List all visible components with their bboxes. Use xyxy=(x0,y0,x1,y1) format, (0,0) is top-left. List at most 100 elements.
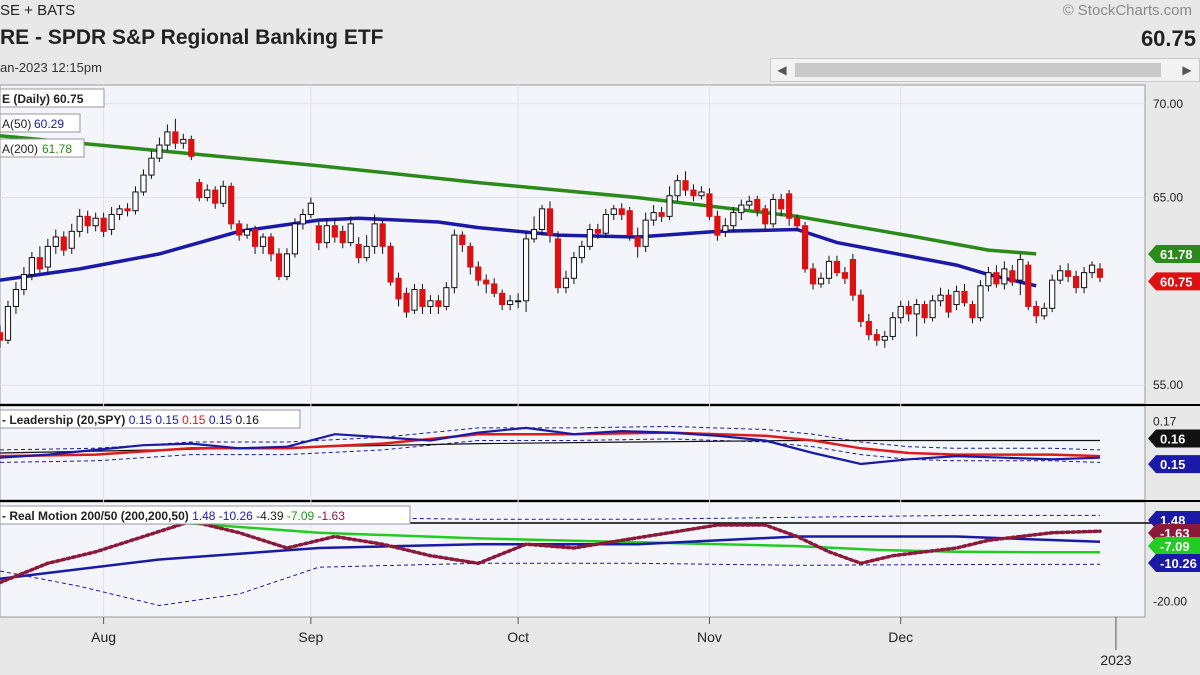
candle xyxy=(722,218,729,237)
candle-body xyxy=(20,274,28,291)
candle-body xyxy=(4,305,12,341)
candle-body xyxy=(387,245,394,283)
legend-value: 0.16 xyxy=(236,413,260,427)
ma200-legend-label: A(200) xyxy=(2,142,38,156)
candle-body xyxy=(674,180,681,197)
candle xyxy=(881,330,888,348)
month-label: Oct xyxy=(507,629,529,645)
candle xyxy=(419,283,426,314)
candle xyxy=(809,263,817,290)
candle xyxy=(132,186,139,215)
candle-body xyxy=(451,234,458,289)
candle xyxy=(172,118,179,149)
candle-body xyxy=(507,300,514,306)
candle-body xyxy=(754,198,761,212)
candle-body xyxy=(100,217,107,232)
candle-body xyxy=(156,144,163,159)
candle xyxy=(140,169,147,196)
legend-value: - Real Motion 200/50 (200,200,50) xyxy=(2,509,192,523)
candle-body xyxy=(865,320,872,336)
candle xyxy=(730,206,737,232)
candle-body xyxy=(682,180,689,191)
candle xyxy=(1009,265,1016,286)
candle xyxy=(387,242,394,286)
candle xyxy=(212,186,219,209)
candle-body xyxy=(459,234,466,245)
candle-body xyxy=(873,334,880,341)
candle-body xyxy=(722,225,729,232)
candle-body xyxy=(634,236,641,247)
candle xyxy=(857,289,864,328)
leadership-legend-box xyxy=(0,409,301,429)
candle xyxy=(825,255,833,284)
legend-value: -7.09 xyxy=(287,509,318,523)
candle xyxy=(602,208,609,237)
candle xyxy=(28,252,35,281)
price-tag: 60.75 xyxy=(1148,272,1200,291)
legend-value: -4.39 xyxy=(256,509,287,523)
candle-body xyxy=(475,266,482,281)
candle-body xyxy=(124,208,131,212)
candle xyxy=(610,205,617,221)
candle xyxy=(937,287,944,307)
candle-body xyxy=(714,215,721,236)
candle xyxy=(554,231,562,294)
exchange-label: SE + BATS xyxy=(0,2,76,19)
month-label: Nov xyxy=(697,629,722,645)
ma50-legend-label: A(50) xyxy=(2,117,31,131)
candle xyxy=(849,253,856,301)
candle xyxy=(339,225,346,249)
candle xyxy=(411,283,418,314)
candle-body xyxy=(554,238,562,289)
candle xyxy=(977,280,984,322)
candle-body xyxy=(491,283,498,294)
candle-body xyxy=(770,198,777,225)
candle xyxy=(530,216,538,243)
candle-body xyxy=(833,260,841,274)
candle xyxy=(1041,302,1048,320)
candle xyxy=(459,231,466,253)
candle-body xyxy=(164,131,171,146)
candle-body xyxy=(594,228,601,234)
candle xyxy=(124,203,131,217)
candle-body xyxy=(443,287,450,307)
candle xyxy=(156,137,163,162)
candle-body xyxy=(148,157,155,176)
candle xyxy=(634,227,641,258)
candle xyxy=(538,205,546,236)
scroll-right-arrow-icon[interactable]: ▶ xyxy=(1182,63,1192,77)
realmotion-tag-text: -7.09 xyxy=(1160,539,1190,554)
candle-body xyxy=(897,305,904,319)
candle xyxy=(228,182,235,230)
price-tick-label: 55.00 xyxy=(1153,378,1183,392)
scroll-thumb[interactable] xyxy=(795,63,1161,77)
scroll-left-arrow-icon[interactable]: ◀ xyxy=(777,63,787,77)
candle-body xyxy=(786,193,793,219)
candle xyxy=(1072,270,1080,294)
leadership-tag-shape xyxy=(1148,429,1200,448)
price-tag-shape xyxy=(1148,272,1200,291)
chart-title: RE - SPDR S&P Regional Banking ETF xyxy=(0,26,384,49)
candle xyxy=(586,223,593,251)
candle xyxy=(1001,261,1008,290)
chart-scrollbar[interactable]: ◀ ▶ xyxy=(770,58,1200,82)
candle-body xyxy=(379,223,386,247)
candle xyxy=(754,195,761,217)
candle-body xyxy=(825,260,833,279)
candle-body xyxy=(12,289,20,307)
candle-body xyxy=(1057,270,1064,281)
candle xyxy=(244,223,251,239)
leadership-upper-band xyxy=(0,425,1101,451)
candle-body xyxy=(1033,305,1040,317)
candle xyxy=(371,214,378,254)
copyright-link[interactable]: © StockCharts.com xyxy=(1062,2,1192,19)
candle xyxy=(706,188,713,221)
candle xyxy=(76,208,83,237)
candle xyxy=(626,206,633,241)
candle-body xyxy=(849,259,856,296)
candle-body xyxy=(411,289,418,311)
candle-body xyxy=(857,294,864,322)
candle xyxy=(929,295,936,322)
candle xyxy=(491,278,498,298)
candle-body xyxy=(236,223,243,236)
